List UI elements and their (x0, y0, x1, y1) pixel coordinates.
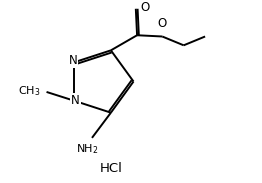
Text: O: O (140, 1, 150, 14)
Text: HCl: HCl (99, 162, 122, 175)
Text: O: O (158, 17, 167, 30)
Text: N: N (71, 94, 80, 107)
Text: NH$_2$: NH$_2$ (76, 142, 98, 156)
Text: N: N (69, 55, 77, 68)
Text: CH$_3$: CH$_3$ (18, 84, 40, 98)
